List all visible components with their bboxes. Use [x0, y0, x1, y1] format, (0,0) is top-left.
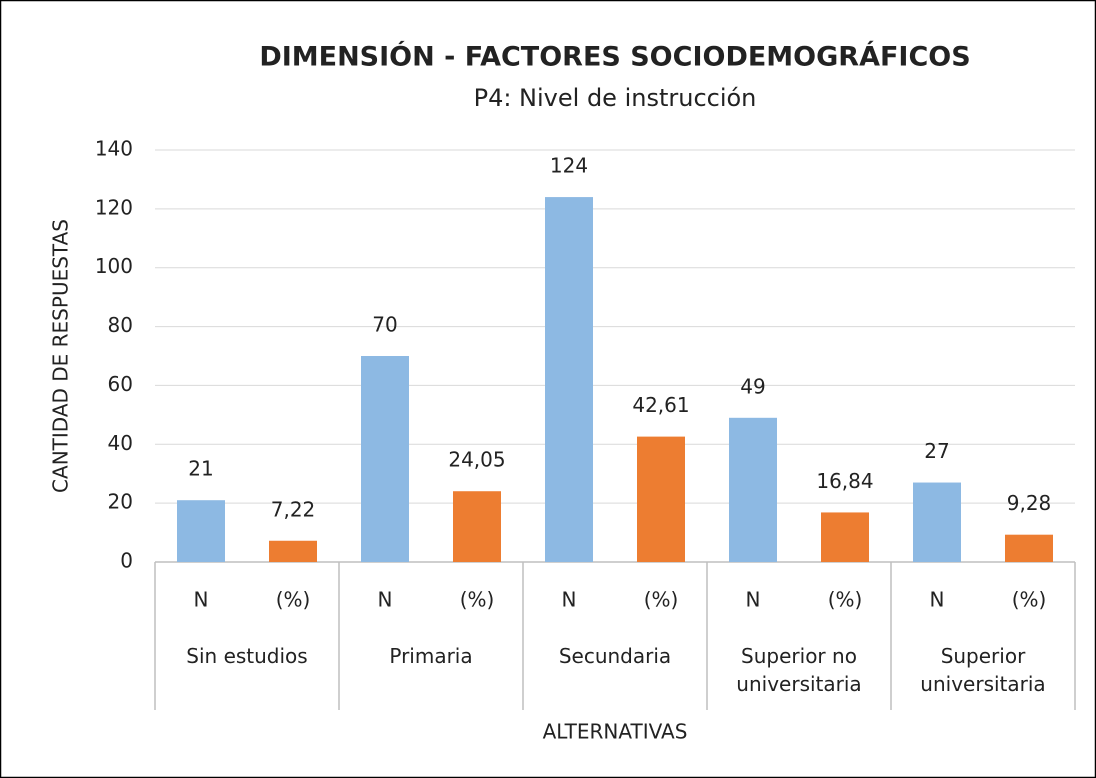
y-tick-label: 140: [95, 137, 133, 161]
group-label: Superior universitaria: [920, 644, 1046, 696]
data-label: 27: [924, 439, 949, 463]
y-tick-label: 40: [108, 431, 133, 455]
data-label: 24,05: [448, 448, 505, 472]
y-tick-label: 0: [120, 549, 133, 573]
bar: [269, 540, 317, 562]
bar: [637, 436, 685, 562]
bar: [1005, 534, 1053, 562]
x-tick-label: N: [930, 588, 945, 612]
group-label: Superior no universitaria: [736, 644, 862, 696]
x-tick-label: N: [746, 588, 761, 612]
x-axis-title: ALTERNATIVAS: [543, 720, 688, 744]
x-tick-label: (%): [276, 588, 311, 612]
data-label: 124: [550, 154, 588, 178]
bar: [545, 197, 593, 563]
data-label: 9,28: [1007, 491, 1052, 515]
x-tick-label: N: [194, 588, 209, 612]
data-label: 21: [188, 457, 213, 481]
chart-subtitle: P4: Nivel de instrucción: [474, 84, 757, 112]
x-tick-label: N: [562, 588, 577, 612]
bar: [361, 356, 409, 562]
y-tick-label: 100: [95, 254, 133, 278]
bar: [913, 482, 961, 562]
group-label: Sin estudios: [186, 644, 308, 668]
chart-title: DIMENSIÓN - FACTORES SOCIODEMOGRÁFICOS: [259, 41, 970, 73]
x-tick-label: (%): [828, 588, 863, 612]
data-label: 70: [372, 313, 397, 337]
x-tick-label: N: [378, 588, 393, 612]
y-tick-label: 20: [108, 490, 133, 514]
x-tick-label: (%): [460, 588, 495, 612]
bar: [453, 491, 501, 562]
y-tick-label: 80: [108, 313, 133, 337]
y-axis-title: CANTIDAD DE RESPUESTAS: [49, 219, 73, 493]
data-label: 49: [740, 374, 765, 398]
y-tick-label: 120: [95, 195, 133, 219]
x-tick-label: (%): [644, 588, 679, 612]
group-label: Secundaria: [558, 644, 672, 668]
data-label: 42,61: [632, 393, 689, 417]
bar: [729, 417, 777, 562]
bar: [821, 512, 869, 562]
data-label: 16,84: [816, 469, 873, 493]
group-label: Primaria: [389, 644, 473, 668]
data-label: 7,22: [271, 497, 316, 521]
bar: [177, 500, 225, 562]
y-tick-label: 60: [108, 372, 133, 396]
x-tick-label: (%): [1012, 588, 1047, 612]
